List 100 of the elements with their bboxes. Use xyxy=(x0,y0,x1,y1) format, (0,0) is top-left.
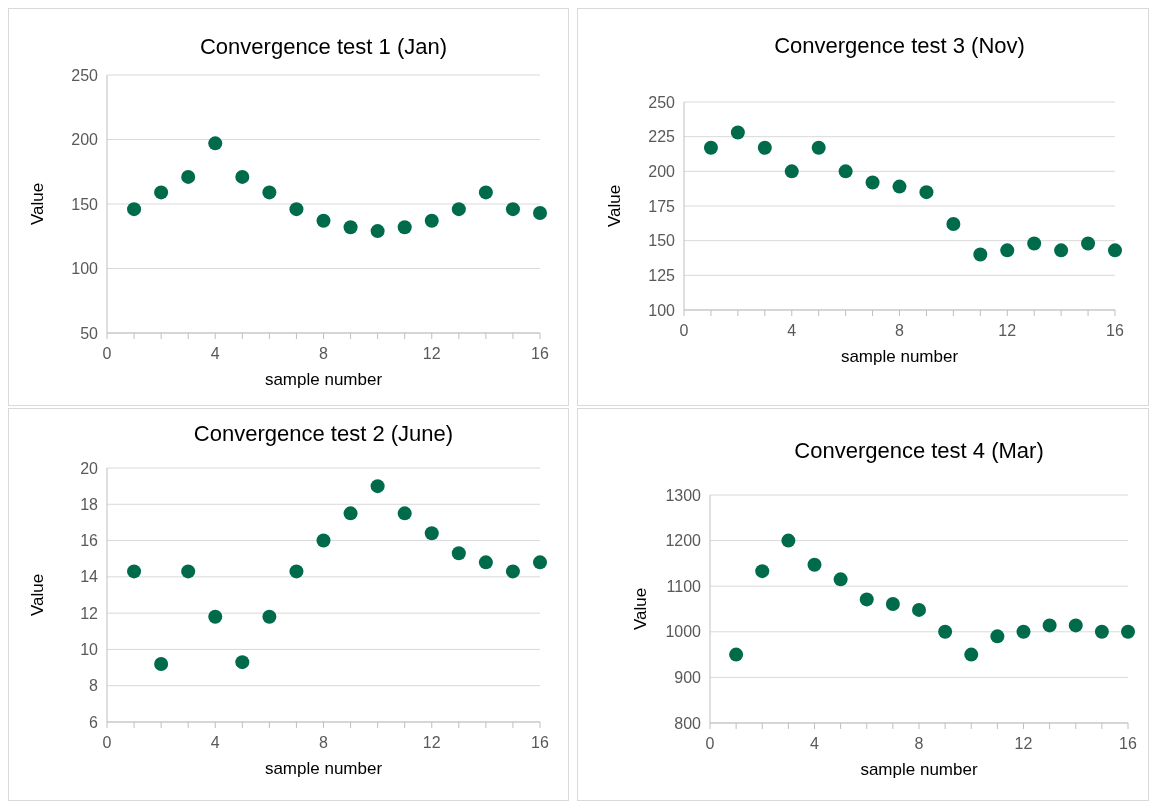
y-tick-label: 250 xyxy=(71,66,99,84)
x-tick-label: 12 xyxy=(1014,735,1033,752)
point xyxy=(892,179,907,194)
point xyxy=(451,546,466,561)
x-tick-label: 8 xyxy=(319,734,329,751)
x-tick-label: 16 xyxy=(1106,322,1124,339)
point xyxy=(533,206,547,221)
y-tick-label: 800 xyxy=(674,714,702,732)
point xyxy=(235,655,250,670)
x-axis-title: sample number xyxy=(860,760,978,779)
point xyxy=(451,202,466,217)
point xyxy=(1016,624,1031,639)
point xyxy=(262,609,277,624)
x-tick-label: 0 xyxy=(679,322,689,339)
point xyxy=(154,185,169,200)
point xyxy=(505,202,520,217)
y-tick-label: 8 xyxy=(89,677,99,695)
y-tick-label: 1200 xyxy=(665,532,702,550)
y-tick-label: 900 xyxy=(674,669,702,686)
y-tick-label: 200 xyxy=(648,162,676,180)
point xyxy=(919,185,934,200)
point xyxy=(781,533,796,548)
point xyxy=(289,564,304,579)
x-tick-label: 16 xyxy=(1119,735,1137,752)
y-tick-label: 150 xyxy=(648,232,676,250)
point xyxy=(730,125,745,140)
point xyxy=(1000,243,1015,258)
x-tick-label: 8 xyxy=(914,735,924,752)
point xyxy=(208,609,223,624)
y-axis-title: Value xyxy=(28,573,47,617)
point xyxy=(181,169,196,184)
point xyxy=(784,164,799,179)
point xyxy=(424,526,439,541)
x-axis-title: sample number xyxy=(264,759,383,778)
point xyxy=(316,533,331,548)
y-tick-label: 20 xyxy=(80,459,99,477)
x-tick-label: 4 xyxy=(210,734,220,751)
point xyxy=(316,213,331,228)
point xyxy=(703,140,718,155)
x-axis-title: sample number xyxy=(264,370,383,389)
chart-title: Convergence test 1 (Jan) xyxy=(199,34,448,59)
point xyxy=(811,140,826,155)
point xyxy=(505,564,520,579)
point xyxy=(370,479,385,494)
point xyxy=(533,555,547,570)
y-tick-label: 200 xyxy=(71,131,99,149)
x-tick-label: 8 xyxy=(319,345,329,362)
point xyxy=(370,224,385,239)
y-tick-label: 100 xyxy=(71,260,99,278)
x-tick-label: 0 xyxy=(102,345,112,362)
point xyxy=(1054,243,1069,258)
y-tick-label: 150 xyxy=(71,195,99,213)
point xyxy=(1081,236,1096,251)
y-tick-label: 100 xyxy=(648,301,676,319)
point xyxy=(859,592,874,607)
y-tick-label: 14 xyxy=(80,568,99,586)
y-axis-title: Value xyxy=(605,184,624,228)
point xyxy=(1068,618,1083,633)
point xyxy=(1027,236,1042,251)
point xyxy=(938,624,953,639)
y-tick-label: 1100 xyxy=(666,577,702,595)
x-tick-label: 8 xyxy=(895,322,905,339)
point xyxy=(757,140,772,155)
point xyxy=(208,136,223,151)
point xyxy=(990,629,1005,644)
point xyxy=(964,647,979,662)
y-tick-label: 175 xyxy=(648,197,676,215)
point xyxy=(729,647,744,662)
y-tick-label: 1300 xyxy=(665,486,702,504)
x-tick-label: 4 xyxy=(210,345,220,362)
y-tick-label: 10 xyxy=(80,641,99,659)
x-tick-label: 16 xyxy=(531,734,549,751)
x-tick-label: 12 xyxy=(422,345,441,362)
point xyxy=(343,506,358,521)
chart-title: Convergence test 2 (June) xyxy=(193,421,454,446)
y-axis-title: Value xyxy=(631,587,650,631)
point xyxy=(343,220,358,235)
point xyxy=(181,564,196,579)
point xyxy=(833,572,848,587)
y-tick-label: 18 xyxy=(80,495,99,513)
point xyxy=(397,506,412,521)
x-tick-label: 16 xyxy=(531,345,549,362)
point xyxy=(235,169,250,184)
x-tick-label: 0 xyxy=(705,735,715,752)
y-axis-title: Value xyxy=(28,182,47,226)
point xyxy=(755,564,770,579)
x-tick-label: 4 xyxy=(787,322,797,339)
point xyxy=(807,557,822,572)
x-tick-label: 12 xyxy=(998,322,1017,339)
point xyxy=(865,175,880,190)
y-tick-label: 6 xyxy=(89,713,99,731)
chart-title: Convergence test 3 (Nov) xyxy=(774,33,1025,58)
y-tick-label: 250 xyxy=(648,93,676,111)
x-tick-label: 4 xyxy=(810,735,820,752)
point xyxy=(838,164,853,179)
point xyxy=(262,185,277,200)
point xyxy=(946,217,961,232)
y-tick-label: 50 xyxy=(80,324,99,342)
point xyxy=(885,597,900,611)
point xyxy=(973,247,988,262)
